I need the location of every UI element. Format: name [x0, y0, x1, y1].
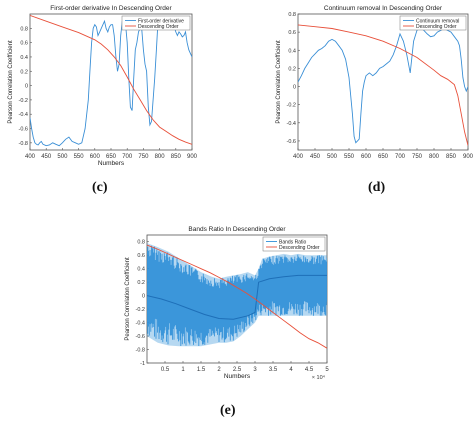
chart-e-xtick-label: 4.5: [305, 367, 314, 373]
chart-e-title: Bands Ratio In Descending Order: [188, 226, 286, 233]
chart-c-legend-label-0: First-order derivative: [138, 18, 184, 24]
chart-e-legend-label-0: Bands Ratio: [279, 239, 306, 245]
chart-e-ytick-label: 0: [142, 294, 145, 300]
chart-e-ytick-label: -0.6: [136, 334, 145, 340]
chart-d-series-line-1: [298, 24, 468, 146]
chart-d-xtick-label: 850: [446, 154, 457, 160]
chart-d-xtick-label: 900: [463, 154, 474, 160]
chart-c-xlabel: Numbers: [98, 160, 125, 167]
chart-e-xtick-label: 0.5: [161, 367, 170, 373]
chart-c-ytick-label: -0.2: [19, 98, 28, 104]
chart-c-ytick-label: -0.6: [19, 127, 28, 133]
chart-c-ytick-label: 0.4: [20, 55, 28, 61]
chart-panel-d: Continuum removal In Descending Order 400…: [268, 0, 474, 165]
chart-panel-e: Bands Ratio In Descending Order 0.5 1 1.5 2 2…: [115, 213, 345, 388]
chart-e-ytick-label: 0.8: [137, 240, 145, 246]
chart-e-xtick-label: 3: [253, 367, 257, 373]
chart-c-xtick-label: 450: [41, 154, 52, 160]
chart-c-title: First-order derivative In Descending Ord…: [50, 5, 172, 12]
chart-e-legend-label-1: Descending Order: [279, 245, 320, 251]
chart-c-legend-label-1: Descending Order: [138, 24, 179, 30]
chart-e-svg: Bands Ratio In Descending Order 0.5 1 1.5 2 2…: [125, 226, 329, 381]
chart-d-xtick-label: 700: [395, 154, 406, 160]
chart-d-ytick-label: 0.6: [288, 30, 296, 36]
chart-c-xtick-label: 550: [74, 154, 85, 160]
chart-e-legend-box: [262, 236, 326, 252]
chart-c-ytick-label: -0.4: [19, 112, 28, 118]
chart-e-series-band: [147, 245, 327, 346]
chart-e-ylabel: Pearson Correlation Coefficient: [125, 257, 131, 341]
chart-d-xtick-label: 550: [344, 154, 355, 160]
chart-c-ylabel: Pearson Correlation Coefficient: [8, 40, 14, 124]
chart-d-ytick-label: 0.8: [288, 12, 296, 18]
chart-c-ytick-label: 0.2: [20, 69, 28, 75]
chart-c-ytick-label: -0.8: [19, 141, 28, 147]
chart-e-ytick-label: 0.6: [137, 253, 145, 259]
chart-panel-c: First-order derivative In Descending Ord…: [0, 0, 210, 175]
panel-label-d: (d): [368, 180, 386, 195]
chart-d-plot-area: [297, 13, 469, 151]
chart-c-ytick-label: 0.8: [20, 26, 28, 32]
chart-c-xtick-label: 700: [122, 154, 133, 160]
chart-e-xtick-label: 2.5: [233, 367, 242, 373]
chart-c-xtick-label: 650: [106, 154, 117, 160]
chart-c-xtick-label: 400: [25, 154, 36, 160]
chart-d-xtick-label: 400: [293, 154, 304, 160]
chart-c-svg: First-order derivative In Descending Ord…: [8, 5, 198, 167]
chart-d-ytick-label: -0.4: [287, 121, 296, 127]
chart-d-xtick-label: 450: [310, 154, 321, 160]
chart-e-xtick-label: 4: [289, 367, 293, 373]
chart-d-ytick-label: -0.2: [287, 103, 296, 109]
chart-e-ytick-label: 0.2: [137, 280, 145, 286]
chart-c-ytick-label: 0: [25, 84, 28, 90]
chart-e-ytick-label: 0.4: [137, 267, 145, 273]
chart-d-ytick-label: -0.6: [287, 139, 296, 145]
chart-c-xtick-label: 500: [57, 154, 68, 160]
chart-c-xtick-label: 600: [90, 154, 101, 160]
chart-d-ylabel: Pearson Correlation Coefficient: [276, 40, 282, 124]
chart-d-xtick-label: 500: [327, 154, 338, 160]
chart-e-ytick-label: -1: [140, 361, 145, 367]
chart-d-legend-label-0: Continuum removal: [416, 18, 459, 24]
chart-c-xtick-label: 900: [187, 154, 198, 160]
chart-d-legend-box: [399, 15, 467, 31]
chart-e-series-trend: [147, 274, 327, 320]
chart-d-ytick-label: 0.4: [288, 48, 296, 54]
chart-d-xtick-label: 600: [361, 154, 372, 160]
chart-c-series-line-1: [30, 14, 192, 145]
chart-c-xtick-label: 800: [155, 154, 166, 160]
chart-d-ytick-label: 0: [293, 85, 296, 91]
chart-e-ytick-label: -0.8: [136, 348, 145, 354]
chart-e-x-multiplier: × 10⁴: [312, 374, 326, 381]
chart-e-ytick-label: -0.2: [136, 307, 145, 313]
chart-e-ytick-label: -0.4: [136, 321, 145, 327]
chart-d-ytick-label: 0.2: [288, 66, 296, 72]
chart-e-series-group: [147, 243, 327, 349]
chart-e-series-envelope: [147, 243, 327, 347]
chart-d-title: Continuum removal In Descending Order: [324, 5, 443, 12]
chart-d-xtick-label: 800: [429, 154, 440, 160]
chart-c-plot-area: [29, 13, 193, 151]
chart-e-xtick-label: 1.5: [197, 367, 206, 373]
chart-e-series-line-1: [147, 244, 327, 349]
chart-d-legend-label-1: Descending Order: [416, 24, 457, 30]
chart-e-xtick-label: 3.5: [269, 367, 278, 373]
panel-label-c: (c): [92, 180, 108, 195]
chart-d-xtick-label: 650: [378, 154, 389, 160]
chart-c-xtick-label: 850: [171, 154, 182, 160]
chart-e-xtick-label: 5: [325, 367, 329, 373]
panel-label-e: (e): [220, 403, 236, 418]
chart-e-xtick-label: 2: [217, 367, 221, 373]
chart-c-xtick-label: 750: [138, 154, 149, 160]
chart-c-ytick-label: 0.6: [20, 41, 28, 47]
chart-e-xlabel: Numbers: [224, 373, 251, 380]
chart-d-svg: Continuum removal In Descending Order 400…: [276, 5, 474, 160]
chart-d-xtick-label: 750: [412, 154, 423, 160]
chart-e-xtick-label: 1: [181, 367, 185, 373]
chart-c-legend-box: [121, 15, 191, 31]
